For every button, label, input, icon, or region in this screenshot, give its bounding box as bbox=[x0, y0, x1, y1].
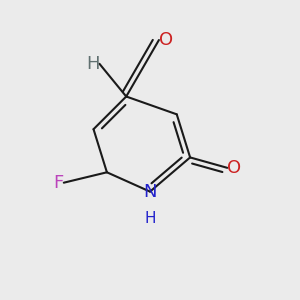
Text: O: O bbox=[159, 31, 173, 49]
Text: N: N bbox=[143, 183, 157, 201]
Text: O: O bbox=[227, 159, 242, 177]
Text: F: F bbox=[54, 174, 64, 192]
Text: H: H bbox=[144, 211, 156, 226]
Text: H: H bbox=[86, 55, 100, 73]
